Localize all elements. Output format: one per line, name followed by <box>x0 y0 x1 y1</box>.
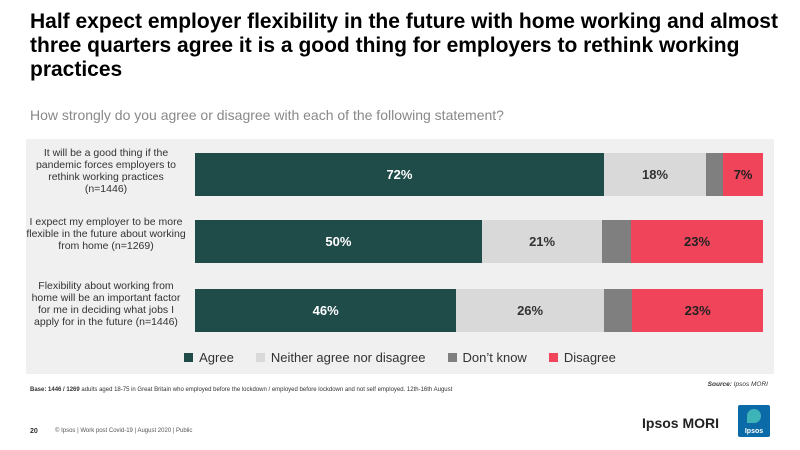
base-prefix: Base: <box>30 387 49 393</box>
legend-swatch-neither <box>255 353 265 362</box>
source-label: Source: <box>707 381 732 388</box>
bar-segment-dont-know-3 <box>603 289 633 332</box>
legend-swatch-disagree <box>548 353 558 362</box>
bar-segment-neither-1: 18% <box>603 153 707 196</box>
data-label-neither-2: 21% <box>529 234 556 249</box>
category-label-3: Flexibility about working from home will… <box>31 280 181 328</box>
data-label-agree-1: 72% <box>386 167 413 182</box>
legend-item-agree: Agree <box>184 350 234 365</box>
bar-row-3: 46% 26% 23% <box>195 289 763 332</box>
legend-label-agree: Agree <box>199 350 234 365</box>
legend-swatch-dont-know <box>447 353 457 362</box>
base-note: Base: 1446 / 1269 adults aged 18-75 in G… <box>30 387 452 393</box>
legend-item-disagree: Disagree <box>548 350 616 365</box>
legend-label-disagree: Disagree <box>563 350 616 365</box>
data-label-neither-1: 18% <box>642 167 669 182</box>
data-label-disagree-2: 23% <box>683 234 711 249</box>
source-note: Source: Ipsos MORI <box>708 381 768 388</box>
base-counts: 1446 / 1269 <box>48 387 80 393</box>
bar-row-1: 72% 18% 7% <box>195 153 763 196</box>
bar-segment-dont-know-2 <box>602 220 632 263</box>
legend-label-dont-know: Don’t know <box>462 350 527 365</box>
category-label-1: It will be a good thing if the pandemic … <box>35 147 177 195</box>
data-label-agree-2: 50% <box>325 234 352 249</box>
logo-mark-icon <box>747 409 761 423</box>
bar-segment-neither-2: 21% <box>481 220 603 263</box>
brand-name: Ipsos MORI <box>642 415 720 431</box>
legend-swatch-agree <box>184 353 194 362</box>
bar-segment-agree-2: 50% <box>195 220 482 263</box>
bar-row-2: 50% 21% 23% <box>195 220 763 263</box>
legend: Agree Neither agree nor disagree Don’t k… <box>0 350 800 365</box>
legend-item-dont-know: Don’t know <box>447 350 527 365</box>
base-text: adults aged 18-75 in Great Britain who e… <box>79 387 453 393</box>
bar-segment-dont-know-1 <box>706 153 724 196</box>
bar-segment-agree-3: 46% <box>195 289 457 332</box>
ipsos-logo: Ipsos <box>738 405 770 437</box>
category-label-2: I expect my employer to be more flexible… <box>26 216 186 252</box>
logo-text: Ipsos <box>744 428 764 435</box>
data-label-disagree-3: 23% <box>684 303 711 318</box>
bar-segment-disagree-1: 7% <box>723 153 763 196</box>
data-label-neither-3: 26% <box>517 303 544 318</box>
footer-text: © Ipsos | Work post Covid-19 | August 20… <box>55 428 193 434</box>
data-label-disagree-1: 7% <box>733 167 753 182</box>
bar-segment-disagree-3: 23% <box>632 289 763 332</box>
legend-item-neither: Neither agree nor disagree <box>255 350 426 365</box>
data-label-agree-3: 46% <box>312 303 339 318</box>
bar-segment-neither-3: 26% <box>456 289 604 332</box>
chart-title: Half expect employer flexibility in the … <box>30 10 778 81</box>
bar-segment-disagree-2: 23% <box>631 220 763 263</box>
bar-segment-agree-1: 72% <box>195 153 604 196</box>
page-number: 20 <box>30 428 38 435</box>
source-value: Ipsos MORI <box>731 381 768 388</box>
chart-subtitle: How strongly do you agree or disagree wi… <box>30 107 504 123</box>
legend-label-neither: Neither agree nor disagree <box>270 350 426 365</box>
